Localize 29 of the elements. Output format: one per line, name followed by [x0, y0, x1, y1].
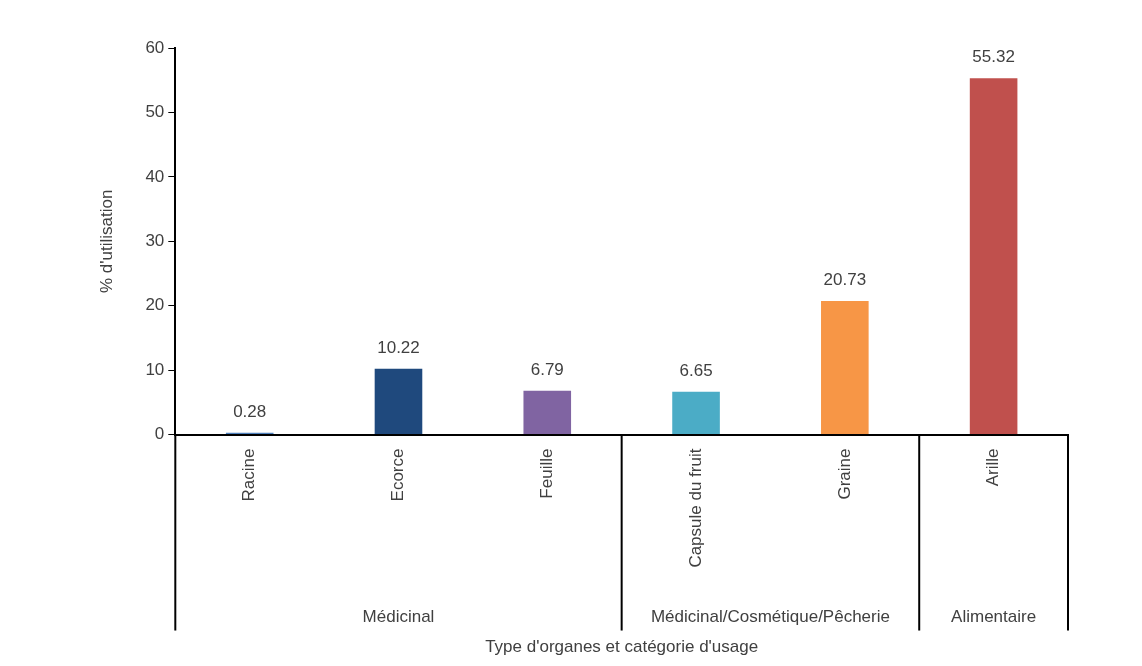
data-label: 55.32 [972, 47, 1015, 67]
y-tick-label: 40 [145, 166, 165, 186]
y-tick-label: 20 [145, 295, 165, 315]
data-label: 10.22 [377, 337, 420, 357]
bar [672, 391, 720, 435]
y-tick-label: 10 [145, 359, 165, 379]
x-tick-label: Graine [834, 448, 854, 500]
data-label: 6.65 [679, 360, 713, 380]
x-tick-label: Arille [983, 448, 1003, 487]
text: Alimentaire [951, 607, 1037, 627]
y-tick-label: 60 [145, 37, 165, 57]
text: Médicinal/Cosmétique/Pêcherie [650, 607, 890, 627]
data-label: 20.73 [823, 270, 867, 290]
x-axis-title: Type d'organes et catégorie d'usage [485, 637, 759, 657]
y-tick-label: 50 [145, 102, 165, 122]
bar [969, 78, 1018, 435]
y-axis-title: % d'utilisation [96, 189, 116, 293]
bar [821, 300, 869, 435]
y-tick-label: 0 [154, 424, 165, 444]
bar [523, 390, 572, 435]
data-label: 0.28 [233, 401, 267, 421]
bar [374, 368, 423, 435]
x-tick-label: Ecorce [388, 448, 408, 502]
x-tick-label: Capsule du fruit [685, 448, 705, 568]
x-tick-label: Feuille [536, 448, 556, 499]
data-label: 6.79 [530, 359, 564, 379]
y-tick-label: 30 [145, 230, 165, 250]
x-tick-label: Racine [239, 448, 259, 502]
text: Médicinal [362, 607, 435, 627]
